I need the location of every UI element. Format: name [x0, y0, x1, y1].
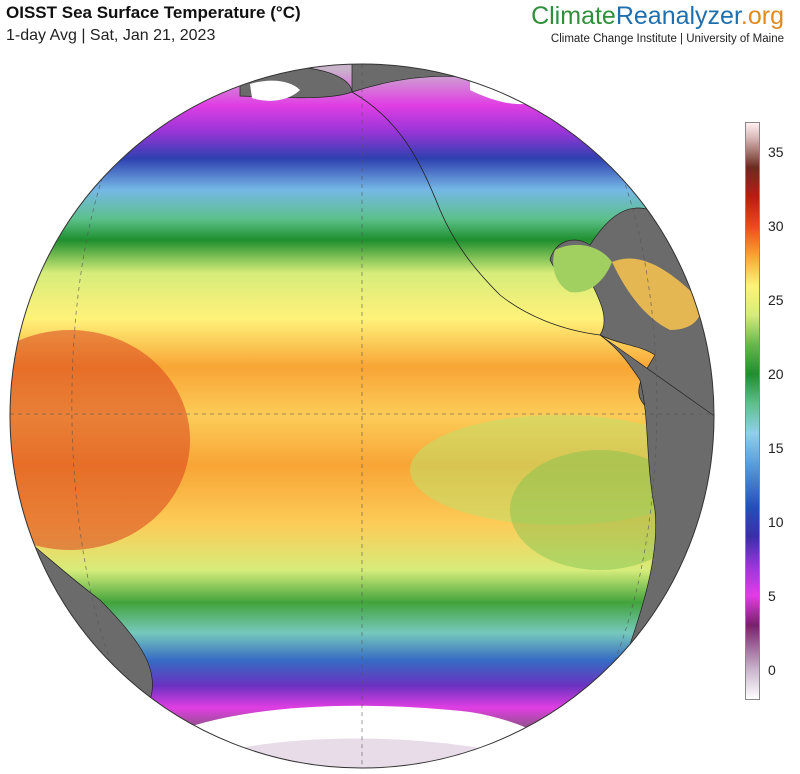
colorbar-tick-label: 0: [768, 662, 776, 679]
colorbar-tick-label: 25: [768, 291, 784, 308]
brand-logo[interactable]: ClimateReanalyzer.org: [531, 2, 784, 31]
brand-logo-part-org: .org: [740, 2, 784, 30]
colorbar-tick-label: 35: [768, 143, 784, 160]
temperature-colorbar: [745, 122, 760, 700]
brand-logo-part-reanalyzer: Reanalyzer: [615, 2, 741, 30]
map-title: OISST Sea Surface Temperature (°C): [6, 3, 301, 22]
west-coast-line: [351, 91, 601, 336]
peru-upwelling: [510, 450, 690, 570]
brand-logo-part-climate: Climate: [531, 2, 616, 30]
colorbar-tick-label: 10: [768, 514, 784, 531]
colorbar-tick-label: 20: [768, 365, 784, 382]
colorbar-tick-label: 15: [768, 440, 784, 457]
map-subtitle: 1-day Avg | Sat, Jan 21, 2023: [6, 27, 216, 44]
graticule: [10, 64, 714, 768]
colorbar-fill-rect: [746, 123, 759, 699]
globe-outline: [9, 63, 715, 769]
colorbar-fill: [746, 123, 759, 699]
meridian-line-east: [614, 169, 658, 661]
institution-label: Climate Change Institute | University of…: [550, 33, 784, 45]
sea-ice-north: [250, 80, 300, 101]
caribbean-sea: [612, 258, 701, 330]
meridian-line-west: [71, 169, 111, 661]
gulf-of-mexico: [553, 244, 612, 293]
cold-tongue-east: [410, 415, 710, 525]
colorbar-tick-label: 30: [768, 217, 784, 234]
colorbar-tick-label: 5: [768, 588, 776, 605]
warm-pool-west: [10, 330, 190, 550]
